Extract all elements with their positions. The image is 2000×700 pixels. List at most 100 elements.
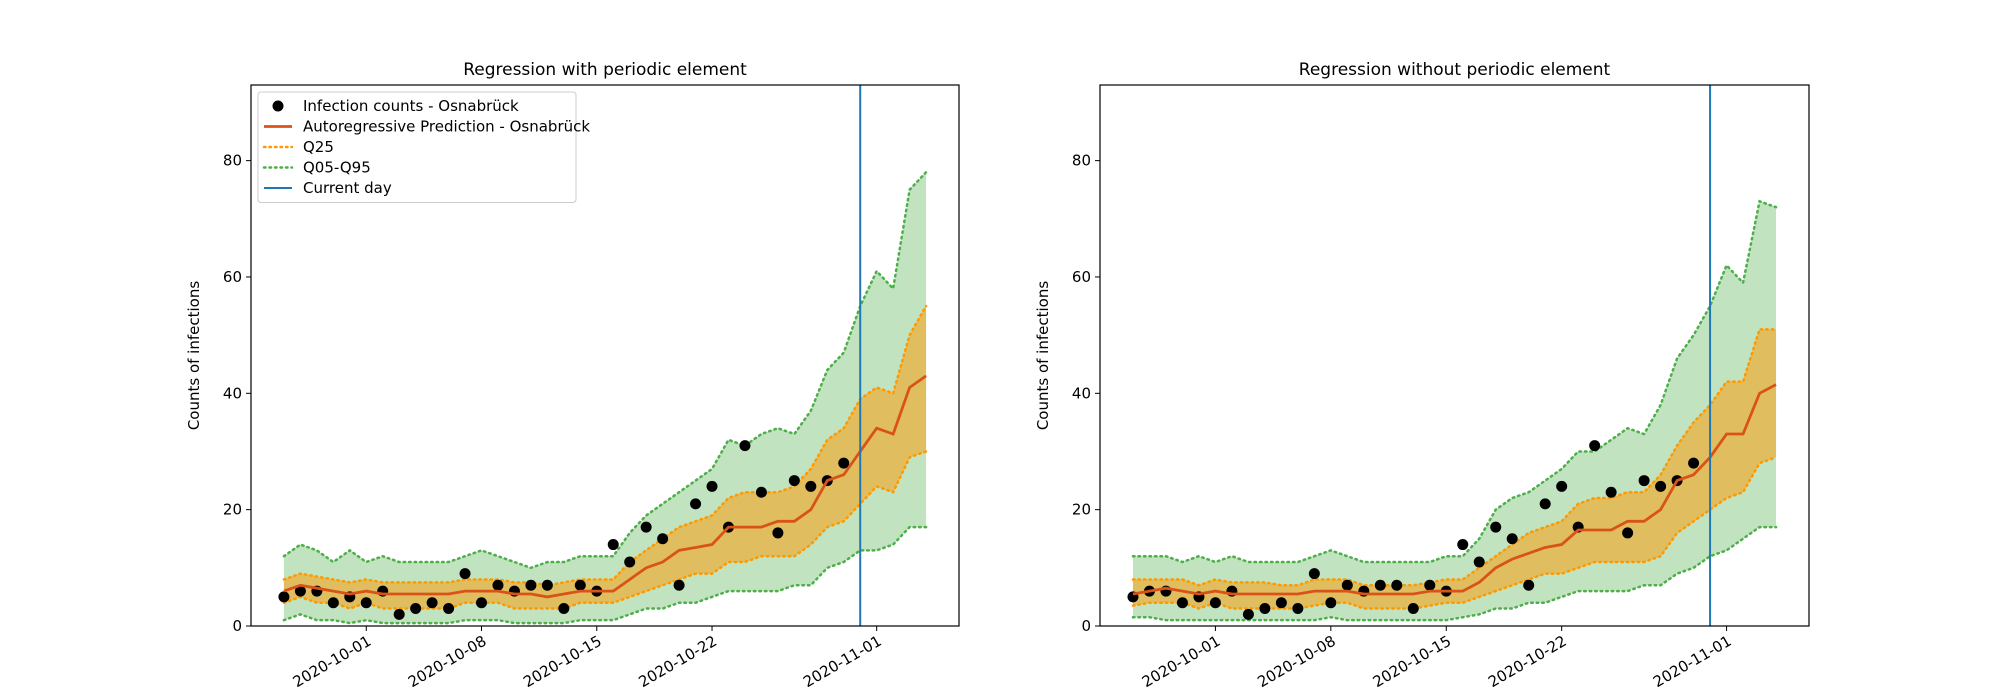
x-tick-label: 2020-10-22 <box>636 632 721 691</box>
count-point <box>788 475 800 487</box>
band-area <box>1132 329 1777 609</box>
count-point <box>706 480 718 492</box>
legend-label: Current day <box>303 179 392 197</box>
subplot-title: Regression without periodic element <box>1299 60 1611 80</box>
count-point <box>393 608 405 620</box>
count-point <box>278 591 290 603</box>
count-point <box>1341 579 1353 591</box>
count-point <box>327 597 339 609</box>
count-point <box>1259 603 1271 615</box>
band-edge <box>1131 199 1778 564</box>
y-tick-label: 40 <box>1072 384 1091 402</box>
count-point <box>772 527 784 539</box>
count-point <box>1506 533 1518 545</box>
x-tick-label: 2020-10-15 <box>520 632 605 691</box>
count-point <box>1457 539 1469 551</box>
count-point <box>657 533 669 545</box>
x-tick-label: 2020-10-22 <box>1485 632 1570 691</box>
count-point <box>476 597 488 609</box>
band-area <box>283 306 927 609</box>
count-point <box>1209 597 1221 609</box>
y-tick-label: 20 <box>223 501 242 519</box>
count-point <box>624 556 636 568</box>
count-point <box>1539 498 1551 510</box>
x-tick-label: 2020-11-01 <box>1650 632 1735 691</box>
prediction-line <box>283 374 927 599</box>
legend-label: Q25 <box>303 138 334 156</box>
count-point <box>640 521 652 533</box>
count-point <box>1391 579 1403 591</box>
count-point <box>1473 556 1485 568</box>
axes-frame <box>250 84 960 627</box>
count-point <box>673 579 685 591</box>
legend-box <box>257 91 577 203</box>
x-tick-label: 2020-10-01 <box>290 632 375 691</box>
x-tick-label: 2020-10-01 <box>1139 632 1224 691</box>
band-edge <box>282 450 928 610</box>
prediction-line <box>1132 383 1777 596</box>
subplot: Regression without periodic element Count… <box>1034 60 1810 691</box>
band-edge <box>282 171 928 570</box>
subplot-title: Regression with periodic element <box>463 60 747 80</box>
count-point <box>1556 480 1568 492</box>
x-tick-label: 2020-10-08 <box>405 632 490 691</box>
count-point <box>838 457 850 469</box>
count-point <box>1523 579 1535 591</box>
count-point <box>1605 486 1617 498</box>
count-point <box>360 597 372 609</box>
count-point <box>410 603 422 615</box>
y-tick-label: 80 <box>1072 152 1091 170</box>
count-point <box>1407 603 1419 615</box>
count-point <box>1638 475 1650 487</box>
count-point <box>1176 597 1188 609</box>
legend-label: Autoregressive Prediction - Osnabrück <box>303 118 590 136</box>
count-point <box>805 480 817 492</box>
count-point <box>443 603 455 615</box>
count-point <box>1308 568 1320 580</box>
count-point <box>1655 480 1667 492</box>
band-edge <box>1131 525 1778 622</box>
x-tick-label: 2020-10-15 <box>1370 632 1455 691</box>
count-point <box>1275 597 1287 609</box>
count-point <box>492 579 504 591</box>
count-point <box>426 597 438 609</box>
count-point <box>739 440 751 452</box>
count-point <box>607 539 619 551</box>
y-tick-label: 60 <box>223 268 242 286</box>
band-edge <box>1131 328 1778 587</box>
count-point <box>755 486 767 498</box>
axes-frame <box>1099 84 1810 627</box>
legend-marker <box>272 100 284 112</box>
count-point <box>1622 527 1634 539</box>
count-point <box>558 603 570 615</box>
legend-label: Q05-Q95 <box>303 159 371 177</box>
band-edge <box>282 525 928 625</box>
count-point <box>541 579 553 591</box>
count-point <box>1292 603 1304 615</box>
count-point <box>690 498 702 510</box>
x-tick-label: 2020-11-01 <box>800 632 885 691</box>
y-tick-label: 0 <box>1081 617 1091 635</box>
count-point <box>1325 597 1337 609</box>
y-tick-label: 80 <box>223 152 242 170</box>
y-tick-label: 20 <box>1072 501 1091 519</box>
count-point <box>1688 457 1700 469</box>
count-point <box>1242 608 1254 620</box>
x-tick-label: 2020-10-08 <box>1254 632 1339 691</box>
y-axis-label: Counts of infections <box>1034 281 1052 431</box>
count-point <box>574 579 586 591</box>
y-tick-label: 0 <box>232 617 242 635</box>
subplot: Regression with periodic element Counts o… <box>185 60 960 691</box>
legend-label: Infection counts - Osnabrück <box>303 97 519 115</box>
count-point <box>459 568 471 580</box>
count-point <box>1490 521 1502 533</box>
count-point <box>1374 579 1386 591</box>
count-point <box>1424 579 1436 591</box>
y-tick-label: 40 <box>223 384 242 402</box>
count-point <box>1589 440 1601 452</box>
y-axis-label: Counts of infections <box>185 281 203 431</box>
y-tick-label: 60 <box>1072 268 1091 286</box>
band-edge <box>282 304 928 587</box>
count-point <box>525 579 537 591</box>
